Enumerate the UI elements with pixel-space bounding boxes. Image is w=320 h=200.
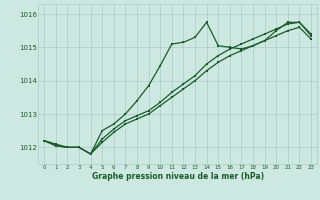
X-axis label: Graphe pression niveau de la mer (hPa): Graphe pression niveau de la mer (hPa) bbox=[92, 172, 264, 181]
